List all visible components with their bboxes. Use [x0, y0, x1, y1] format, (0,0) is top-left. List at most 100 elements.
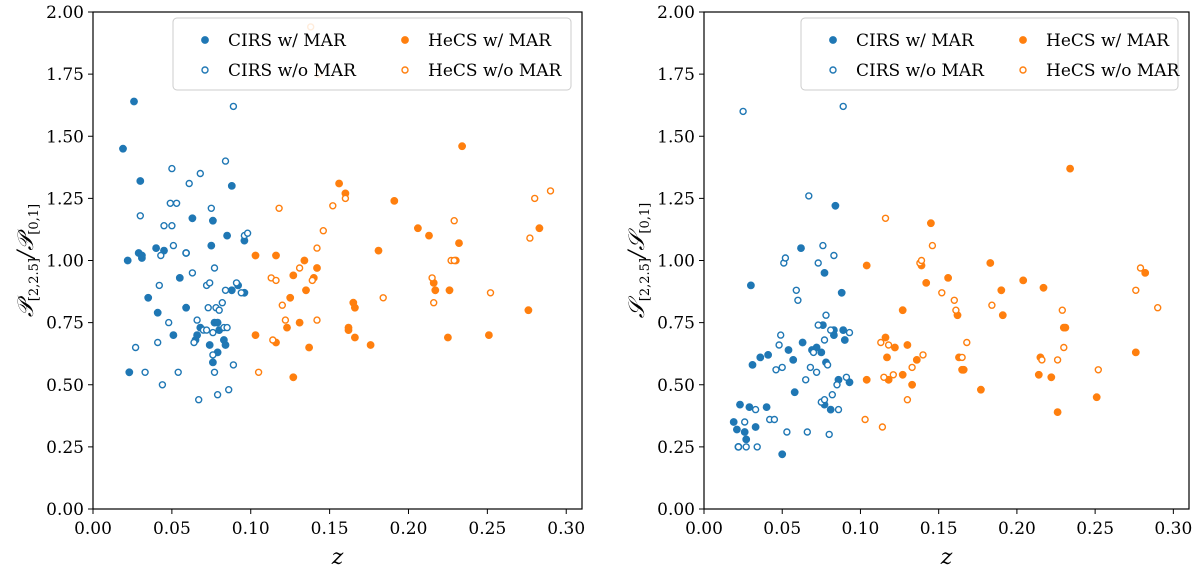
- data-point: [227, 286, 236, 295]
- data-point: [825, 430, 833, 439]
- data-point: [806, 363, 815, 372]
- x-axis-label: z: [331, 545, 344, 570]
- legend-marker: [201, 36, 209, 44]
- legend-marker: [829, 36, 837, 44]
- data-point: [828, 391, 836, 399]
- data-point: [193, 331, 201, 339]
- data-point: [862, 261, 871, 270]
- right-scatter-panel: 0.00 0.05 0.10 0.15 0.20 0.25 0.30 0.00 0.25 0.50…: [625, 3, 1192, 570]
- y-tick-label: 0.75: [46, 314, 84, 334]
- data-point: [289, 373, 298, 382]
- data-point: [379, 294, 387, 302]
- data-point: [152, 244, 160, 252]
- y-tick-label: 1.75: [657, 65, 695, 85]
- data-point: [413, 224, 422, 233]
- data-point: [205, 341, 214, 349]
- data-point: [209, 351, 217, 359]
- x-tick-label: 0.20: [390, 519, 428, 539]
- data-point: [898, 370, 907, 379]
- data-point: [218, 299, 227, 307]
- data-point: [881, 333, 890, 342]
- data-point: [275, 204, 283, 213]
- data-point: [207, 204, 216, 213]
- left-scatter-panel: 0.00 0.05 0.10 0.15 0.20 0.25 0.30 0.00 0.25 0.50…: [14, 3, 585, 570]
- data-point: [883, 353, 891, 362]
- data-point: [944, 273, 952, 282]
- data-point: [903, 341, 912, 349]
- data-point: [747, 281, 755, 290]
- data-point: [820, 336, 829, 344]
- legend-label: HeCS w/ MAR: [428, 31, 552, 51]
- data-point: [430, 299, 438, 307]
- data-point: [1132, 286, 1140, 294]
- data-point: [778, 363, 786, 372]
- data-point: [823, 361, 832, 369]
- legend-label: HeCS w/ MAR: [1046, 31, 1170, 51]
- data-point: [221, 157, 230, 165]
- x-tick-label: 0.30: [1154, 519, 1192, 539]
- data-point: [739, 107, 747, 116]
- data-point: [168, 164, 176, 173]
- data-point: [814, 259, 822, 267]
- y-tick-label: 0.50: [657, 376, 695, 396]
- data-point: [193, 316, 201, 324]
- legend-label: HeCS w/o MAR: [428, 61, 563, 81]
- legend: CIRS w/ MAR CIRS w/o MAR HeCS w/ MAR HeCS w…: [172, 17, 572, 91]
- data-point: [834, 405, 843, 414]
- data-point: [125, 368, 134, 377]
- data-point: [486, 289, 495, 297]
- data-point: [168, 221, 176, 230]
- data-point: [889, 371, 897, 379]
- data-point: [880, 373, 888, 381]
- data-point: [917, 256, 926, 265]
- data-point: [1141, 268, 1150, 277]
- data-point: [136, 177, 145, 185]
- data-point: [205, 279, 214, 287]
- data-point: [158, 381, 167, 389]
- data-point: [313, 316, 321, 324]
- data-point: [223, 231, 231, 240]
- data-point: [819, 241, 827, 250]
- data-point: [243, 229, 252, 237]
- data-point: [169, 331, 178, 339]
- data-point: [751, 405, 760, 414]
- x-tick-label: 0.05: [153, 519, 191, 539]
- data-point: [805, 192, 813, 200]
- data-point: [772, 366, 780, 374]
- data-point: [232, 279, 241, 287]
- data-point: [215, 306, 223, 314]
- data-point: [202, 326, 211, 334]
- data-point: [153, 308, 162, 317]
- data-point: [185, 179, 193, 188]
- data-point: [884, 341, 893, 349]
- data-point: [912, 355, 921, 364]
- legend-box: [800, 17, 1179, 91]
- data-point: [458, 142, 466, 151]
- y-tick-label: 0.75: [657, 314, 695, 334]
- legend-marker: [1019, 36, 1027, 44]
- y-tick-label: 0.25: [657, 438, 695, 458]
- data-point: [390, 196, 399, 205]
- legend-label: CIRS w/o MAR: [228, 61, 357, 81]
- data-point: [123, 256, 132, 265]
- legend-label: CIRS w/ MAR: [228, 31, 347, 51]
- data-point: [826, 405, 835, 414]
- data-point: [861, 415, 869, 424]
- data-point: [295, 264, 304, 272]
- data-point: [820, 396, 829, 404]
- data-point: [1034, 370, 1043, 379]
- data-point: [1094, 366, 1103, 374]
- data-point: [224, 386, 233, 394]
- data-point: [845, 328, 854, 337]
- y-axis-label: 𝒮[2,2.5]/𝒮[0,1]: [625, 203, 653, 319]
- data-point: [229, 361, 238, 369]
- data-point: [898, 306, 907, 315]
- data-point: [524, 306, 533, 315]
- data-point: [919, 351, 927, 359]
- data-point: [881, 214, 890, 223]
- data-point: [1038, 356, 1046, 364]
- data-point: [535, 224, 544, 233]
- y-axis-label: 𝒫[2,2.5]/𝒫[0,1]: [14, 204, 42, 317]
- data-point: [963, 338, 971, 347]
- data-point: [927, 219, 935, 228]
